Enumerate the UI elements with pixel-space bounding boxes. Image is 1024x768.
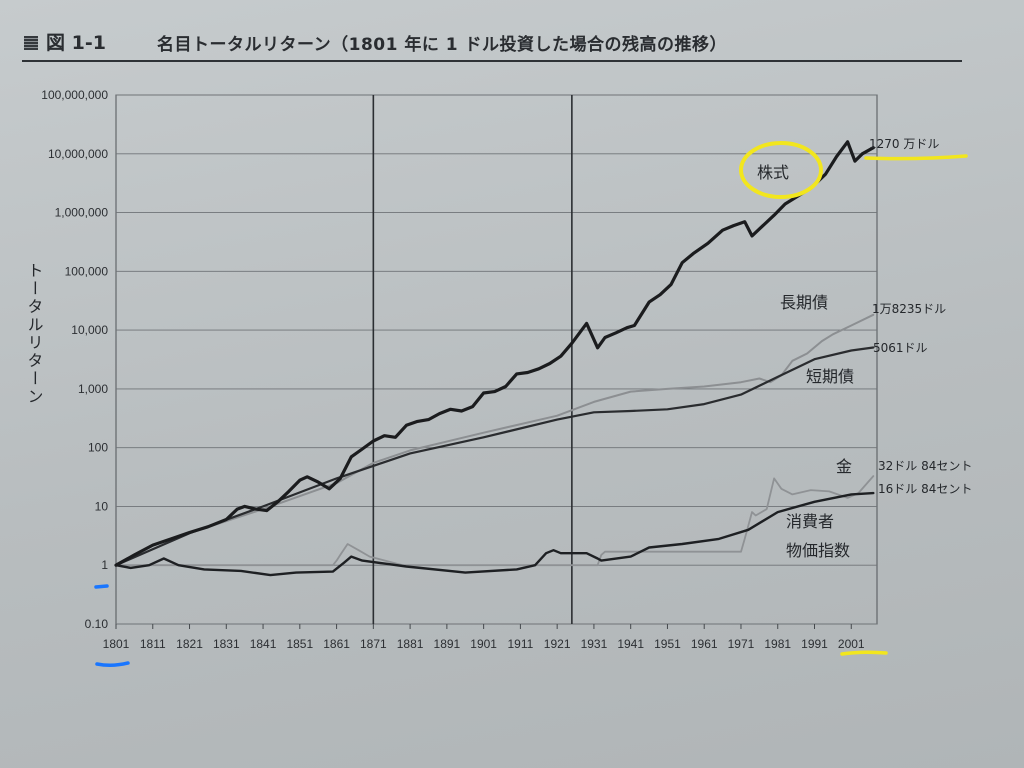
highlight-underline-2001: [840, 650, 888, 656]
x-tick-label: 1991: [801, 637, 828, 651]
series-end-label: 32ドル 84セント: [878, 459, 972, 473]
series-name-label: 金: [836, 457, 852, 476]
x-tick-label: 1811: [140, 637, 166, 651]
label-layer: 1270 万ドル 5061ドル 1万8235ドル 32ドル 84セント 16ドル 84セ…: [757, 137, 972, 560]
x-tick-label: 2001: [838, 637, 865, 651]
x-tick-label: 1861: [323, 637, 350, 651]
x-tick-label: 1851: [286, 637, 313, 651]
y-axis-label: トータルリターン: [25, 262, 44, 406]
figure-number: 図 1-1: [46, 32, 106, 54]
series-line-0: [114, 140, 875, 567]
x-tick-label: 1941: [617, 637, 644, 651]
axis-layer: 100,000,000 10,000,000 1,000,000 100,000 10,…: [25, 88, 865, 651]
y-tick-label: 10: [95, 499, 109, 513]
x-tick-label: 1821: [176, 637, 203, 651]
x-tick-label: 1901: [470, 637, 497, 651]
x-tick-label: 1831: [213, 637, 240, 651]
highlight-underline-1801: [95, 661, 130, 668]
y-tick-label: 1,000: [78, 382, 108, 396]
x-tick-label: 1971: [728, 637, 755, 651]
series-line-4: [114, 491, 875, 577]
y-tick-label: 100: [88, 441, 108, 455]
y-tick-label: 100,000,000: [41, 88, 108, 102]
y-tick-label: 1,000,000: [55, 206, 109, 220]
series-name-label: 短期債: [806, 367, 854, 386]
annotation-layer: [94, 141, 968, 668]
series-line-2: [115, 313, 875, 567]
x-tick-label: 1881: [397, 637, 424, 651]
figure-marker-icon: [24, 36, 38, 50]
series-layer: [114, 140, 875, 577]
y-tick-label: 10,000: [71, 323, 108, 337]
highlight-circle-stock: [739, 141, 823, 199]
y-tick-label: 0.10: [85, 617, 109, 631]
series-end-label: 1270 万ドル: [869, 137, 939, 151]
y-tick-label: 100,000: [65, 264, 109, 278]
x-tick-label: 1801: [103, 637, 130, 651]
series-line-3: [115, 475, 875, 567]
series-line-1: [114, 346, 875, 567]
x-tick-label: 1891: [434, 637, 461, 651]
series-name-label: 物価指数: [786, 541, 850, 560]
y-tick-label: 1: [101, 558, 108, 572]
series-end-label: 16ドル 84セント: [878, 482, 972, 496]
x-tick-label: 1981: [764, 637, 791, 651]
x-tick-label: 1931: [581, 637, 608, 651]
highlight-mark-1: [94, 584, 109, 589]
series-name-label: 株式: [757, 163, 789, 182]
x-tick-label: 1951: [654, 637, 681, 651]
figure-header: 図 1-1 名目トータルリターン（1801 年に 1 ドル投資した場合の残高の推…: [22, 22, 962, 62]
series-name-label: 長期債: [780, 293, 828, 312]
x-tick-label: 1841: [250, 637, 277, 651]
series-end-label: 1万8235ドル: [872, 302, 946, 316]
x-tick-label: 1961: [691, 637, 718, 651]
figure-title: 名目トータルリターン（1801 年に 1 ドル投資した場合の残高の推移）: [157, 35, 728, 55]
series-end-label: 5061ドル: [873, 341, 928, 355]
x-tick-label: 1921: [544, 637, 571, 651]
x-tick-label: 1911: [507, 637, 533, 651]
y-tick-label: 10,000,000: [48, 147, 108, 161]
x-tick-label: 1871: [360, 637, 387, 651]
series-name-label: 消費者: [786, 512, 834, 531]
highlight-underline-end-value: [864, 154, 968, 161]
